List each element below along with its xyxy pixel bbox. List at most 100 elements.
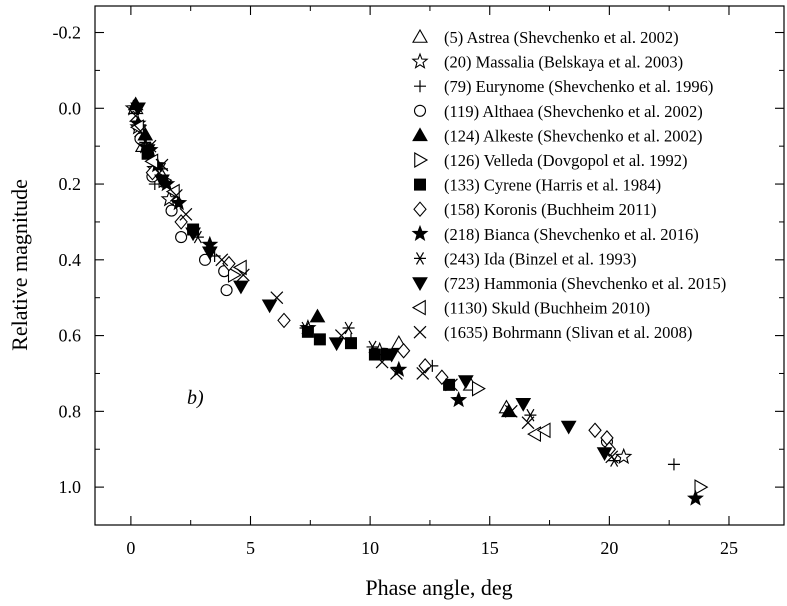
legend-entry: (218) Bianca (Shevchenko et al. 2016) [444, 225, 699, 244]
y-tick-label: -0.2 [53, 23, 82, 43]
data-point-series-12 [129, 109, 143, 123]
data-point-series-12 [155, 158, 169, 172]
data-point-series-12 [134, 124, 147, 138]
data-point-series-4 [309, 308, 326, 323]
data-point-series-10 [515, 398, 532, 412]
y-tick-label: 1.0 [59, 477, 82, 497]
data-point-series-8 [450, 391, 468, 408]
y-tick-label: 0.0 [59, 98, 82, 118]
x-tick-label: 15 [481, 538, 499, 558]
data-point-series-3 [198, 253, 212, 266]
data-point-series-10 [154, 174, 170, 189]
y-tick-label: 0.4 [59, 250, 82, 270]
legend-marker [413, 201, 427, 218]
legend-marker [414, 152, 429, 168]
data-point-series-7 [174, 214, 188, 230]
x-tick-label: 10 [361, 538, 379, 558]
data-point-series-7 [277, 312, 291, 329]
data-point-series-3 [220, 284, 233, 297]
data-point-series-1 [615, 447, 633, 465]
axis-tick-labels: 0 5 10 15 20 25 -0.2 0.0 0.2 0.4 0.6 0.8 1.0 [53, 23, 738, 558]
legend-marker [412, 127, 428, 142]
data-point-series-10 [185, 227, 201, 242]
data-point-series-12 [504, 404, 518, 418]
data-point-series-9 [342, 321, 355, 335]
data-point-series-10 [201, 246, 218, 261]
data-point-series-12 [270, 291, 284, 305]
data-point-series-8 [170, 194, 188, 211]
data-point-series-5 [227, 267, 242, 283]
data-point-series-9 [299, 321, 312, 335]
legend-marker [413, 325, 427, 339]
data-point-series-10 [328, 337, 345, 352]
axis-ticks [95, 6, 784, 525]
data-point-series-12 [143, 139, 157, 153]
legend-entry: (126) Velleda (Dovgopol et al. 1992) [444, 151, 687, 170]
x-axis-label: Phase angle, deg [365, 575, 512, 600]
y-axis-label: Relative magnitude [7, 179, 32, 351]
data-point-series-10 [383, 348, 400, 363]
legend-marker [414, 80, 426, 93]
data-point-series-12 [605, 450, 619, 464]
legend-entry: (1635) Bohrmann (Slivan et al. 2008) [444, 323, 692, 342]
legend-entry: (158) Koronis (Buchheim 2011) [444, 200, 656, 219]
data-point-series-3 [175, 231, 188, 244]
data-point-series-7 [588, 422, 602, 439]
data-point-series-8 [390, 360, 408, 377]
data-point-series-12 [390, 367, 403, 380]
legend-entry: (1130) Skuld (Buchheim 2010) [444, 299, 650, 318]
legend-marker [411, 224, 429, 242]
x-tick-label: 0 [126, 538, 135, 558]
y-tick-label: 0.6 [59, 326, 82, 346]
data-point-series-9 [366, 340, 379, 354]
data-point-series-7 [396, 342, 411, 359]
data-point-series-5 [471, 380, 486, 397]
legend-entry: (20) Massalia (Belskaya et al. 2003) [444, 53, 683, 72]
legend-entry: (723) Hammonia (Shevchenko et al. 2015) [444, 274, 726, 293]
panel-label: b) [187, 387, 204, 409]
legend-marker [411, 52, 429, 69]
legend-entry: (79) Eurynome (Shevchenko et al. 1996) [444, 77, 713, 96]
legend: (5) Astrea (Shevchenko et al. 2002) (20) … [411, 28, 726, 342]
data-point-series-6 [368, 348, 381, 361]
data-point-series-10 [233, 280, 249, 295]
data-point-series-6 [344, 337, 357, 350]
legend-marker [412, 277, 428, 292]
data-point-series-12 [416, 367, 430, 380]
legend-entry: (124) Alkeste (Shevchenko et al. 2002) [444, 126, 702, 145]
x-tick-label: 25 [720, 538, 738, 558]
legend-entry: (5) Astrea (Shevchenko et al. 2002) [444, 28, 679, 47]
x-tick-label: 5 [246, 538, 255, 558]
data-point-series-7 [418, 358, 432, 374]
x-tick-label: 20 [600, 538, 618, 558]
data-point-series-12 [179, 207, 193, 221]
data-point-series-12 [236, 268, 250, 282]
legend-entry: (133) Cyrene (Harris et al. 1984) [444, 176, 661, 195]
data-point-series-2 [667, 458, 680, 471]
data-point-series-6 [443, 378, 456, 391]
data-point-series-8 [687, 489, 704, 506]
legend-marker [413, 104, 427, 117]
data-point-series-10 [560, 420, 577, 435]
y-tick-label: 0.8 [59, 401, 82, 421]
data-point-series-6 [313, 333, 326, 346]
legend-marker [414, 252, 426, 265]
data-point-series-12 [169, 188, 183, 202]
data-point-series-12 [445, 378, 458, 392]
data-point-series-12 [215, 253, 229, 267]
legend-marker [411, 299, 426, 316]
data-point-series-12 [521, 416, 535, 430]
data-point-series-12 [334, 329, 348, 343]
y-tick-label: 0.2 [59, 174, 82, 194]
plot-frame [94, 5, 785, 526]
data-point-series-5 [694, 479, 709, 496]
legend-entry: (119) Althaea (Shevchenko et al. 2002) [444, 102, 703, 121]
data-point-series-10 [261, 299, 278, 314]
data-point-series-9 [524, 408, 537, 422]
data-point-series-10 [457, 375, 474, 390]
legend-entry: (243) Ida (Binzel et al. 1993) [444, 249, 636, 268]
legend-marker [412, 28, 428, 43]
data-point-series-7 [435, 369, 449, 386]
data-point-series-11 [536, 422, 551, 439]
